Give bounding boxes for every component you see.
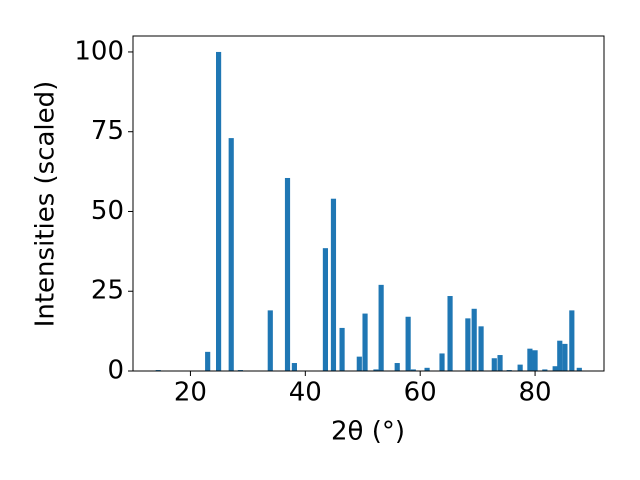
- bar: [439, 353, 445, 371]
- bar: [562, 343, 568, 371]
- bar: [569, 310, 575, 371]
- y-tick-label: 25: [91, 276, 124, 306]
- bar: [447, 296, 453, 371]
- bar: [284, 177, 291, 371]
- bar: [378, 284, 384, 371]
- x-tick-label: 80: [519, 378, 552, 408]
- bar: [491, 358, 497, 371]
- bar: [465, 318, 471, 371]
- y-tick-label: 0: [107, 356, 124, 386]
- bar: [405, 316, 411, 371]
- bar: [356, 356, 362, 371]
- x-tick-label: 60: [404, 378, 437, 408]
- x-tick-label: 20: [174, 378, 207, 408]
- bar: [394, 363, 400, 371]
- bar: [424, 367, 430, 371]
- bar: [267, 310, 273, 371]
- y-tick-label: 50: [91, 196, 124, 226]
- bar: [517, 364, 523, 371]
- bar: [471, 308, 477, 371]
- y-tick-label: 100: [74, 36, 124, 66]
- bar: [410, 369, 416, 371]
- bar: [291, 363, 297, 371]
- bar: [322, 248, 329, 371]
- bar: [532, 350, 538, 371]
- bar: [339, 327, 345, 371]
- bar: [527, 348, 533, 371]
- bar: [552, 366, 558, 371]
- bar: [362, 313, 368, 371]
- y-axis-label: Intensities (scaled): [31, 81, 61, 328]
- x-tick-label: 40: [289, 378, 322, 408]
- bar: [228, 138, 234, 371]
- x-axis-label: 2θ (°): [331, 417, 405, 447]
- bar: [205, 351, 211, 371]
- bar: [557, 340, 563, 371]
- plot-frame: [132, 35, 605, 372]
- bar: [478, 326, 484, 371]
- bar: [576, 367, 582, 371]
- bar: [330, 198, 337, 371]
- bar: [215, 51, 222, 371]
- bar: [373, 369, 379, 371]
- bar: [497, 355, 503, 371]
- bar: [542, 369, 548, 371]
- y-tick-label: 75: [91, 116, 124, 146]
